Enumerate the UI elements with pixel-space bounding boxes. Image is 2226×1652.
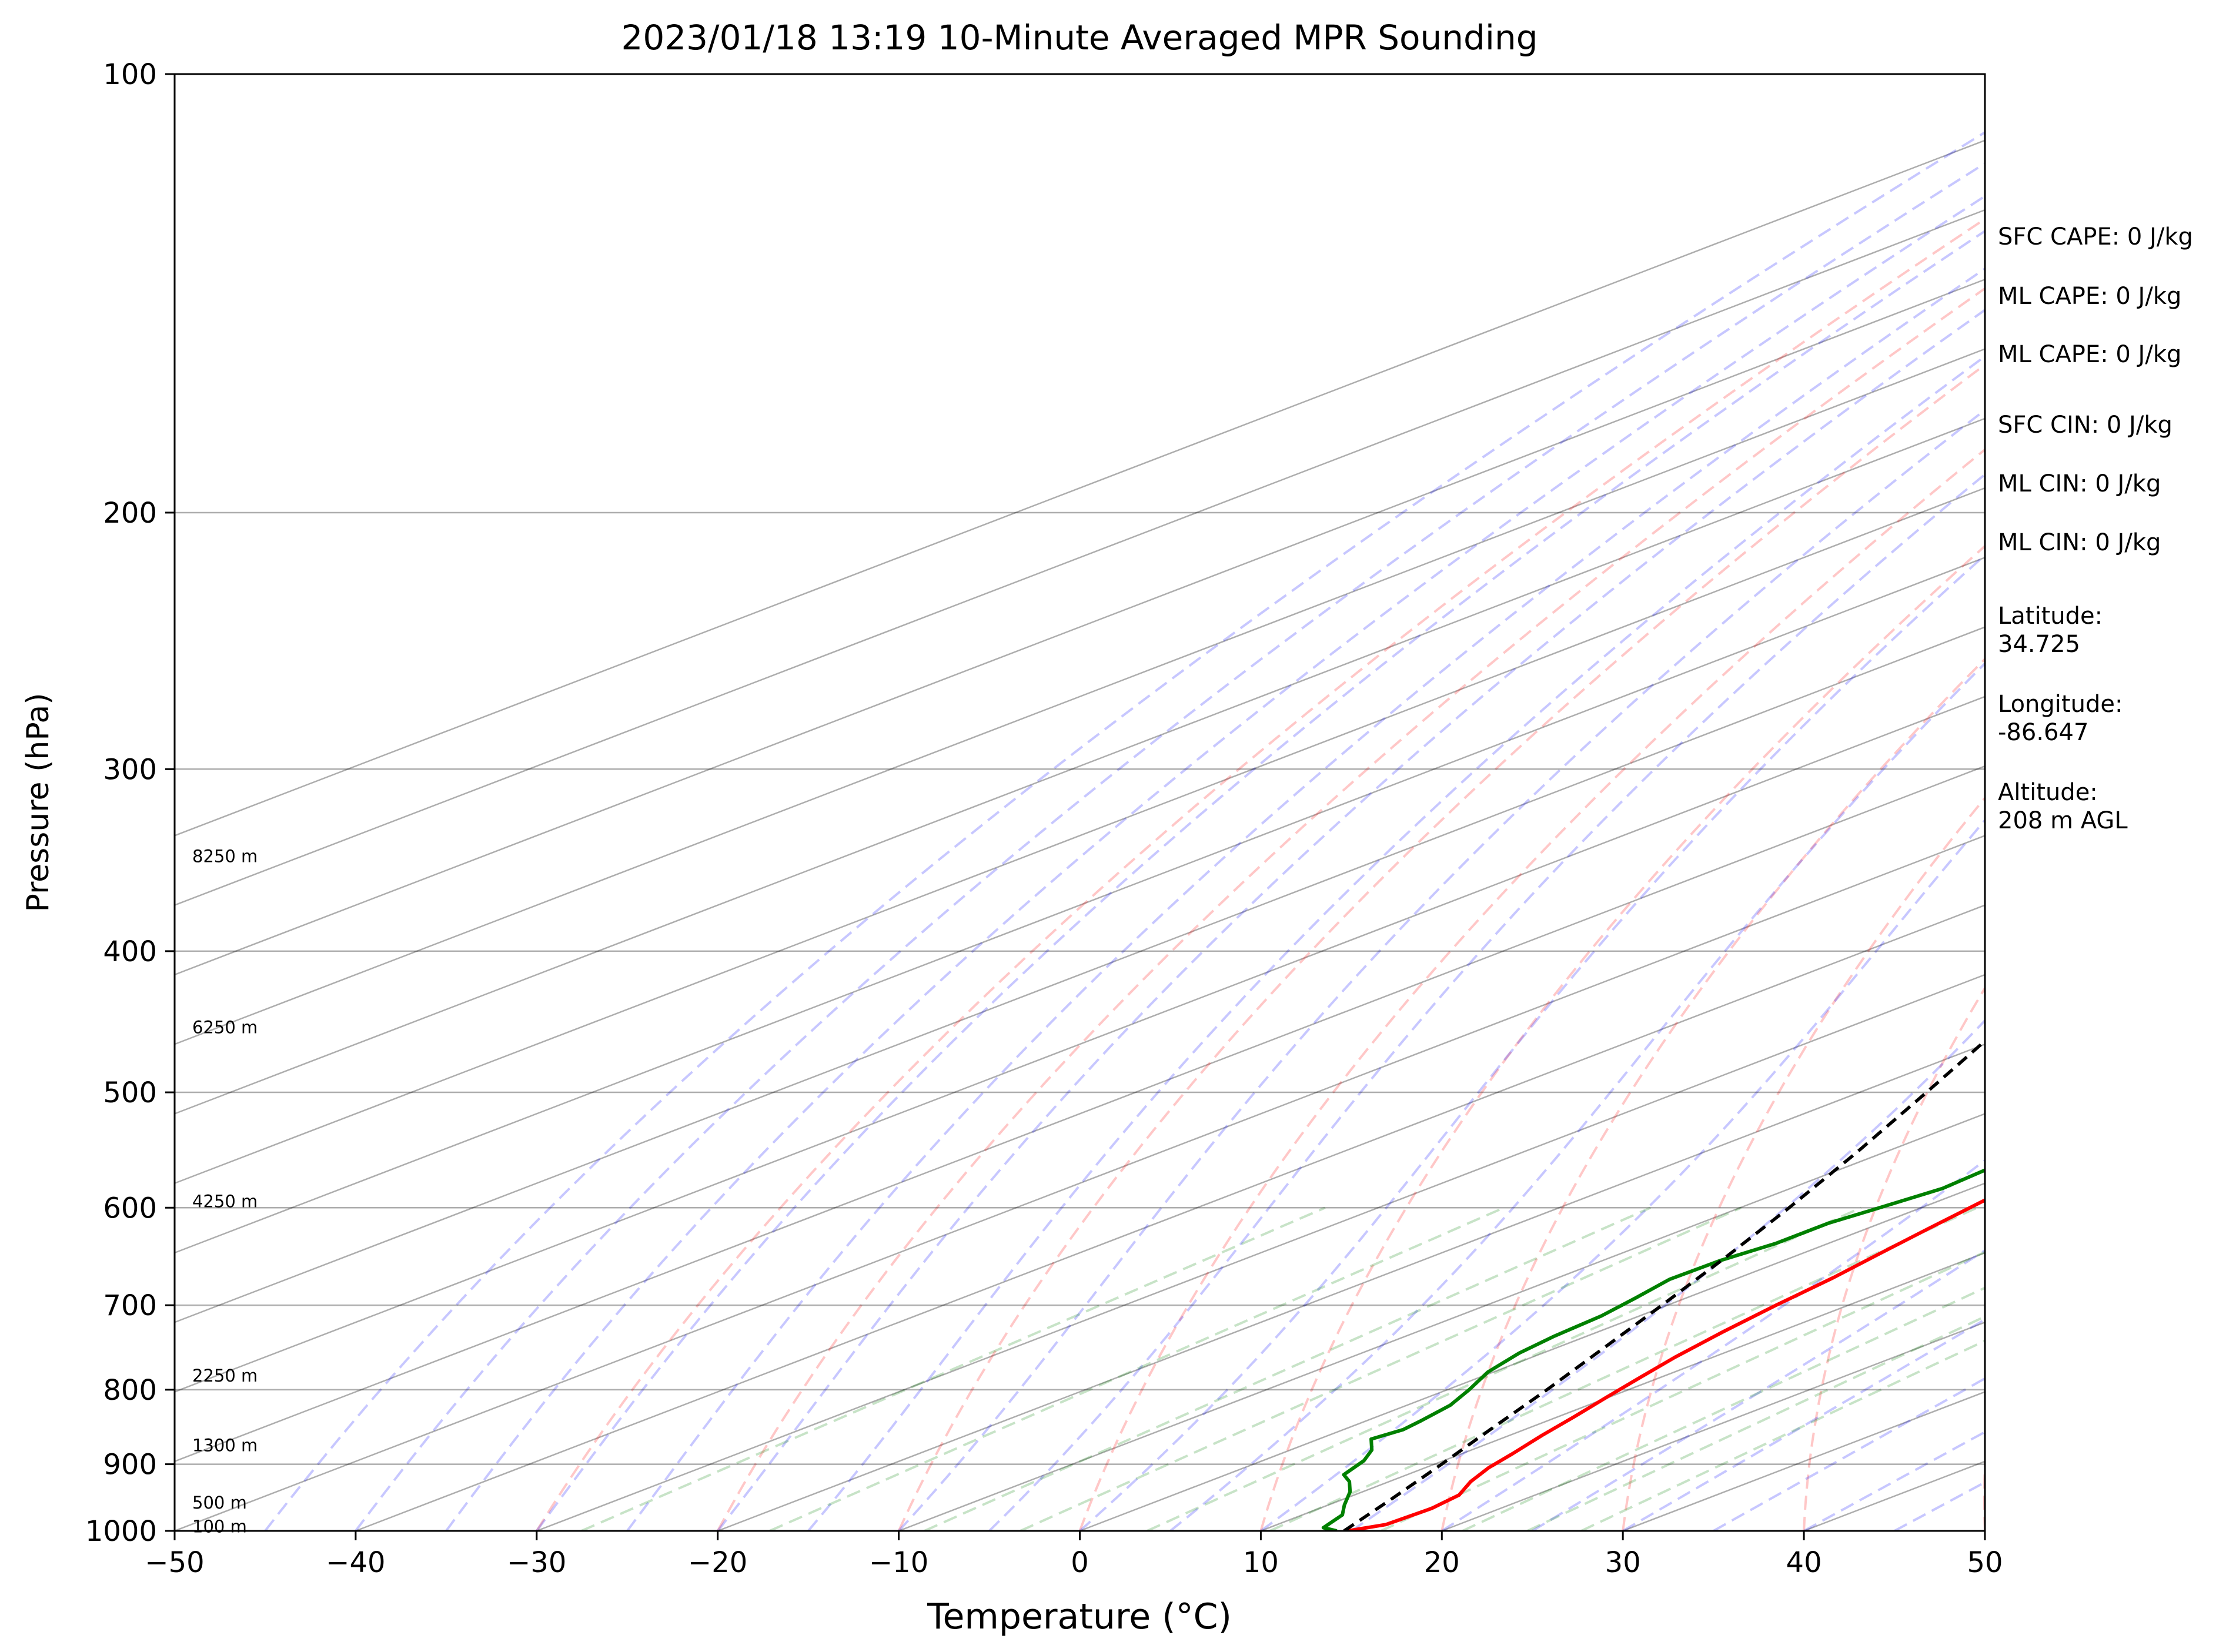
mixing-ratio-line <box>1147 1206 1862 1531</box>
y-tick-label: 500 <box>103 1076 157 1109</box>
y-tick-label: 600 <box>103 1192 157 1225</box>
dry-adiabat-line <box>1440 657 1985 1531</box>
isotherm-line <box>175 487 1985 1185</box>
y-tick-label: 700 <box>103 1289 157 1322</box>
isotherm-line <box>355 904 1985 1531</box>
ml-cin-text-2: ML CIN: 0 J/kg <box>1998 529 2161 556</box>
x-tick-label: 50 <box>1967 1546 2003 1579</box>
moist-adiabat-line <box>536 229 1985 1531</box>
isotherm-line <box>536 974 1985 1531</box>
data-lines <box>1321 1039 1985 1531</box>
mixing-ratio-line <box>924 1206 1652 1531</box>
moist-adiabat-line <box>807 355 1985 1531</box>
latitude-value: 34.725 <box>1998 631 2080 658</box>
y-tick-label: 100 <box>103 58 157 91</box>
mixing-ratio-line <box>1020 1206 1742 1531</box>
sfc-cin-text: SFC CIN: 0 J/kg <box>1998 412 2172 439</box>
y-tick-label: 200 <box>103 497 157 530</box>
reference-lines <box>175 74 1985 1531</box>
height-label: 100 m <box>192 1517 247 1537</box>
moist-adiabat-line <box>988 473 1985 1531</box>
longitude-value: -86.647 <box>1998 719 2088 746</box>
x-axis-label: Temperature (°C) <box>927 1596 1232 1637</box>
moist-adiabat-line <box>1169 661 1985 1531</box>
dewpoint-line <box>1321 1168 1985 1531</box>
y-tick-label: 400 <box>103 935 157 968</box>
height-labels: 8250 m 6250 m 4250 m 2250 m 1300 m 500 m 100 m <box>192 847 258 1537</box>
dry-adiabat-line <box>716 287 1985 1531</box>
mixing-ratio-line <box>1580 1339 1985 1531</box>
height-label: 1300 m <box>192 1435 258 1455</box>
ml-cin-text: ML CIN: 0 J/kg <box>1998 470 2161 497</box>
moist-adiabat-line <box>717 308 1985 1531</box>
ml-cape-text-2: ML CAPE: 0 J/kg <box>1998 341 2181 368</box>
isotherm-line <box>175 765 1985 1463</box>
isotherm-line <box>1079 1182 1985 1531</box>
isotherm-line <box>175 556 1985 1254</box>
latitude-label: Latitude: <box>1998 603 2103 630</box>
x-tick-label: 20 <box>1424 1546 1460 1579</box>
y-axis-label: Pressure (hPa) <box>21 693 56 912</box>
mixing-ratio-line <box>769 1206 1505 1531</box>
isotherm-line <box>898 1113 1985 1531</box>
x-axis: −50 −40 −30 −20 −10 0 10 20 30 40 50 <box>145 1531 2003 1579</box>
y-axis: 100 200 300 400 500 600 700 800 900 1000 <box>85 58 175 1548</box>
x-tick-label: −50 <box>145 1546 204 1579</box>
y-tick-label: 1000 <box>85 1515 157 1548</box>
y-tick-label: 300 <box>103 753 157 786</box>
height-label: 4250 m <box>192 1191 258 1211</box>
isotherm-line <box>175 695 1985 1393</box>
side-panel: SFC CAPE: 0 J/kg ML CAPE: 0 J/kg ML CAPE… <box>1998 223 2193 834</box>
x-tick-label: −30 <box>507 1546 566 1579</box>
moist-adiabat-line <box>355 162 1985 1531</box>
mixing-ratio-line <box>581 1206 1326 1531</box>
moist-adiabat-line <box>626 267 1985 1531</box>
height-label: 6250 m <box>192 1017 258 1037</box>
isotherm-line <box>175 348 1985 1045</box>
isotherm-line <box>1260 1252 1985 1531</box>
isotherm-line <box>175 139 1985 837</box>
dry-adiabat-line <box>897 363 1985 1531</box>
x-tick-label: 30 <box>1605 1546 1641 1579</box>
moist-adiabat-line <box>1351 1018 1985 1531</box>
isotherm-line <box>175 278 1985 976</box>
isotherm-line <box>175 626 1985 1323</box>
altitude-value: 208 m AGL <box>1998 807 2128 834</box>
dry-adiabat-line <box>1078 448 1985 1531</box>
dry-adiabat-line <box>536 218 1985 1531</box>
ml-cape-text: ML CAPE: 0 J/kg <box>1998 283 2181 310</box>
y-tick-label: 800 <box>103 1374 157 1407</box>
height-label: 500 m <box>192 1493 247 1513</box>
isotherm-line <box>717 1043 1985 1531</box>
moist-adiabat-line <box>445 195 1985 1531</box>
x-tick-label: −40 <box>326 1546 385 1579</box>
temperature-line <box>1347 1198 1985 1531</box>
moist-adiabat-line <box>898 408 1985 1531</box>
x-tick-label: 40 <box>1786 1546 1822 1579</box>
dry-adiabat-line <box>1259 544 1985 1531</box>
height-label: 8250 m <box>192 847 258 867</box>
isotherm-line <box>175 835 1985 1531</box>
y-tick-label: 900 <box>103 1449 157 1482</box>
height-label: 2250 m <box>192 1366 258 1386</box>
sfc-cape-text: SFC CAPE: 0 J/kg <box>1998 223 2193 250</box>
x-tick-label: 0 <box>1071 1546 1089 1579</box>
altitude-label: Altitude: <box>1998 779 2098 806</box>
longitude-label: Longitude: <box>1998 691 2123 718</box>
moist-adiabat-line <box>1260 818 1985 1531</box>
mixing-ratio-line <box>1269 1206 1978 1531</box>
isotherm-line <box>175 417 1985 1115</box>
mixing-ratio-line <box>1462 1286 1985 1531</box>
x-tick-label: −10 <box>869 1546 928 1579</box>
isotherm-line <box>175 209 1985 906</box>
x-tick-label: −20 <box>688 1546 747 1579</box>
moist-adiabat-line <box>1079 553 1985 1531</box>
chart-title: 2023/01/18 13:19 10-Minute Averaged MPR … <box>621 18 1538 58</box>
moist-adiabat-line <box>1532 1249 1985 1531</box>
moist-adiabat-line <box>264 131 1985 1531</box>
parcel-profile-line <box>1343 1039 1985 1531</box>
x-tick-label: 10 <box>1243 1546 1279 1579</box>
